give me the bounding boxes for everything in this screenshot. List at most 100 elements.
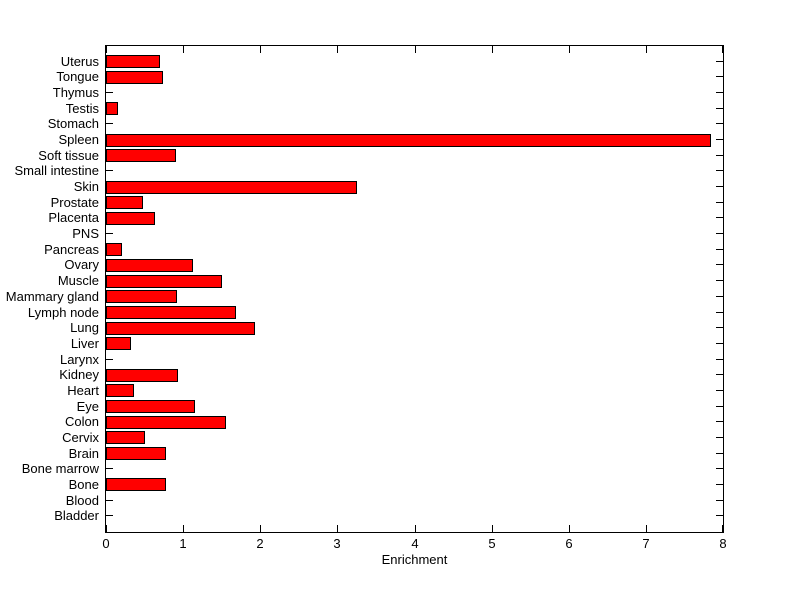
y-tick-label-prostate: Prostate	[50, 195, 99, 210]
x-tick-label: 6	[565, 536, 573, 551]
x-tick-mark	[415, 525, 416, 532]
bar-kidney	[106, 369, 178, 382]
bar-skin	[106, 181, 357, 194]
x-tick-mark	[260, 525, 261, 532]
y-tick-mark	[106, 359, 113, 360]
bar-lung	[106, 322, 255, 335]
x-tick-label: 3	[333, 536, 341, 551]
bar-brain	[106, 447, 166, 460]
y-tick-label-lung: Lung	[70, 320, 99, 335]
y-tick-label-cervix: Cervix	[62, 430, 99, 445]
y-tick-mark	[106, 123, 113, 124]
y-tick-label-brain: Brain	[68, 446, 99, 461]
y-tick-label-mammary-gland: Mammary gland	[5, 289, 99, 304]
y-tick-mark	[106, 500, 113, 501]
y-tick-mark	[716, 296, 723, 297]
y-tick-mark	[716, 312, 723, 313]
y-tick-mark	[716, 76, 723, 77]
x-tick-label: 1	[179, 536, 187, 551]
plot-area	[105, 45, 724, 533]
y-tick-label-heart: Heart	[67, 383, 99, 398]
y-tick-mark	[716, 108, 723, 109]
y-tick-mark	[716, 61, 723, 62]
bar-pancreas	[106, 243, 122, 256]
y-tick-mark	[716, 123, 723, 124]
bar-prostate	[106, 196, 143, 209]
y-tick-mark	[716, 437, 723, 438]
bar-ovary	[106, 259, 193, 272]
x-tick-mark	[415, 46, 416, 53]
x-tick-mark	[106, 46, 107, 53]
bar-heart	[106, 384, 134, 397]
y-tick-mark	[716, 92, 723, 93]
bar-lymph-node	[106, 306, 236, 319]
y-tick-mark	[106, 92, 113, 93]
y-tick-mark	[716, 359, 723, 360]
y-tick-label-ovary: Ovary	[64, 257, 99, 272]
y-tick-mark	[716, 453, 723, 454]
bar-liver	[106, 337, 131, 350]
bar-spleen	[106, 134, 711, 147]
y-tick-label-small-intestine: Small intestine	[14, 163, 99, 178]
x-tick-mark	[646, 525, 647, 532]
x-tick-mark	[569, 525, 570, 532]
bar-muscle	[106, 275, 222, 288]
y-tick-label-liver: Liver	[70, 336, 99, 351]
bar-eye	[106, 400, 195, 413]
y-tick-mark	[716, 374, 723, 375]
y-tick-mark	[716, 468, 723, 469]
y-tick-mark	[716, 327, 723, 328]
y-tick-mark	[716, 155, 723, 156]
y-tick-label-blood: Blood	[65, 493, 99, 508]
bar-testis	[106, 102, 118, 115]
x-tick-mark	[492, 525, 493, 532]
y-tick-mark	[716, 139, 723, 140]
x-tick-label: 4	[411, 536, 419, 551]
y-tick-mark	[716, 500, 723, 501]
x-tick-mark	[722, 525, 723, 532]
y-tick-label-kidney: Kidney	[59, 367, 99, 382]
x-tick-label: 2	[256, 536, 264, 551]
y-tick-mark	[106, 170, 113, 171]
x-tick-mark	[722, 46, 723, 53]
y-tick-label-tongue: Tongue	[56, 69, 99, 84]
y-tick-label-bone-marrow: Bone marrow	[21, 461, 99, 476]
y-tick-mark	[716, 202, 723, 203]
y-tick-mark	[716, 170, 723, 171]
y-tick-mark	[716, 217, 723, 218]
bar-uterus	[106, 55, 160, 68]
y-tick-mark	[716, 233, 723, 234]
y-tick-label-spleen: Spleen	[58, 132, 99, 147]
y-tick-label-placenta: Placenta	[48, 210, 99, 225]
bar-bone	[106, 478, 166, 491]
x-axis-label: Enrichment	[381, 552, 448, 567]
x-tick-mark	[337, 46, 338, 53]
x-tick-mark	[260, 46, 261, 53]
x-tick-label: 5	[488, 536, 496, 551]
y-tick-mark	[106, 515, 113, 516]
y-tick-label-skin: Skin	[73, 179, 99, 194]
x-tick-mark	[337, 525, 338, 532]
y-tick-label-larynx: Larynx	[59, 352, 99, 367]
x-tick-mark	[569, 46, 570, 53]
y-tick-label-uterus: Uterus	[60, 54, 99, 69]
y-tick-label-thymus: Thymus	[52, 85, 99, 100]
y-tick-mark	[716, 406, 723, 407]
y-tick-label-eye: Eye	[76, 399, 99, 414]
y-tick-mark	[106, 233, 113, 234]
bar-tongue	[106, 71, 163, 84]
x-tick-mark	[183, 46, 184, 53]
y-tick-label-bone: Bone	[68, 477, 99, 492]
y-tick-label-lymph-node: Lymph node	[27, 305, 99, 320]
y-tick-label-colon: Colon	[65, 414, 99, 429]
x-tick-mark	[106, 525, 107, 532]
x-tick-label: 8	[719, 536, 727, 551]
y-tick-label-pns: PNS	[72, 226, 99, 241]
y-tick-mark	[106, 468, 113, 469]
bar-mammary-gland	[106, 290, 177, 303]
x-tick-mark	[646, 46, 647, 53]
y-tick-mark	[716, 343, 723, 344]
x-tick-mark	[492, 46, 493, 53]
y-tick-label-testis: Testis	[65, 101, 99, 116]
